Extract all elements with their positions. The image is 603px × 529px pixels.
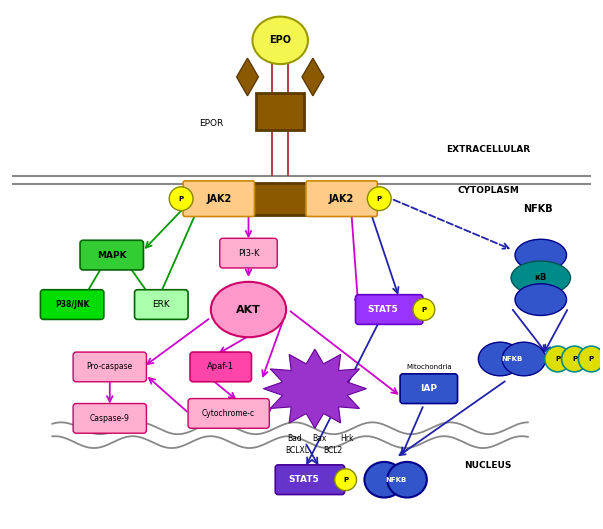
FancyBboxPatch shape bbox=[256, 93, 304, 131]
Text: BCL2: BCL2 bbox=[323, 445, 343, 454]
Text: P: P bbox=[555, 356, 560, 362]
Text: JAK2: JAK2 bbox=[206, 194, 232, 204]
Ellipse shape bbox=[578, 346, 603, 372]
FancyBboxPatch shape bbox=[73, 352, 147, 382]
Text: Pro-caspase: Pro-caspase bbox=[87, 362, 133, 371]
Text: EPOR: EPOR bbox=[199, 119, 223, 128]
Ellipse shape bbox=[387, 462, 427, 498]
Ellipse shape bbox=[515, 284, 567, 315]
Ellipse shape bbox=[169, 187, 193, 211]
Text: P: P bbox=[421, 306, 426, 313]
Text: NUCLEUS: NUCLEUS bbox=[464, 461, 512, 470]
Ellipse shape bbox=[211, 282, 286, 337]
Ellipse shape bbox=[335, 469, 356, 490]
Ellipse shape bbox=[478, 342, 522, 376]
FancyBboxPatch shape bbox=[306, 181, 377, 216]
Text: PI3-K: PI3-K bbox=[238, 249, 259, 258]
Text: EPO: EPO bbox=[269, 35, 291, 45]
FancyBboxPatch shape bbox=[188, 398, 270, 428]
FancyBboxPatch shape bbox=[400, 374, 458, 404]
Ellipse shape bbox=[545, 346, 570, 372]
Text: Cytochrome-c: Cytochrome-c bbox=[202, 409, 255, 418]
Text: P: P bbox=[178, 196, 184, 202]
Text: Caspase-9: Caspase-9 bbox=[90, 414, 130, 423]
Ellipse shape bbox=[502, 342, 546, 376]
FancyBboxPatch shape bbox=[190, 352, 251, 382]
Ellipse shape bbox=[364, 462, 404, 498]
Text: P: P bbox=[377, 196, 382, 202]
Text: MAPK: MAPK bbox=[97, 251, 127, 260]
Ellipse shape bbox=[511, 261, 570, 295]
Text: NFKB: NFKB bbox=[523, 204, 552, 214]
Text: P38/JNK: P38/JNK bbox=[55, 300, 89, 309]
Polygon shape bbox=[302, 58, 324, 96]
Text: JAK2: JAK2 bbox=[329, 194, 354, 204]
Text: AKT: AKT bbox=[236, 305, 261, 315]
Ellipse shape bbox=[515, 239, 567, 271]
FancyBboxPatch shape bbox=[183, 181, 254, 216]
Ellipse shape bbox=[561, 346, 587, 372]
Text: STAT5: STAT5 bbox=[289, 475, 320, 484]
Ellipse shape bbox=[413, 299, 435, 321]
Text: Bax: Bax bbox=[312, 434, 327, 443]
FancyBboxPatch shape bbox=[80, 240, 144, 270]
Text: Hrk: Hrk bbox=[340, 434, 353, 443]
FancyBboxPatch shape bbox=[73, 404, 147, 433]
Ellipse shape bbox=[253, 16, 308, 64]
Polygon shape bbox=[236, 58, 259, 96]
FancyBboxPatch shape bbox=[275, 465, 344, 495]
FancyBboxPatch shape bbox=[134, 290, 188, 320]
FancyBboxPatch shape bbox=[219, 238, 277, 268]
Text: κB: κB bbox=[535, 273, 547, 282]
Text: STAT5: STAT5 bbox=[368, 305, 399, 314]
Text: ERK: ERK bbox=[153, 300, 170, 309]
Text: P: P bbox=[589, 356, 594, 362]
FancyBboxPatch shape bbox=[356, 295, 423, 324]
Text: Bad: Bad bbox=[288, 434, 303, 443]
Text: NFKB: NFKB bbox=[502, 356, 523, 362]
Text: NFKB: NFKB bbox=[385, 477, 406, 483]
FancyBboxPatch shape bbox=[253, 183, 307, 215]
Polygon shape bbox=[264, 349, 367, 428]
Ellipse shape bbox=[367, 187, 391, 211]
Text: P: P bbox=[343, 477, 348, 483]
Text: IAP: IAP bbox=[420, 384, 437, 393]
Text: BCLXL: BCLXL bbox=[285, 445, 309, 454]
Text: Mitochondria: Mitochondria bbox=[406, 364, 452, 370]
FancyBboxPatch shape bbox=[40, 290, 104, 320]
Text: CYTOPLASM: CYTOPLASM bbox=[457, 186, 519, 195]
Text: Apaf-1: Apaf-1 bbox=[207, 362, 234, 371]
Text: EXTRACELLULAR: EXTRACELLULAR bbox=[446, 145, 530, 154]
Text: P: P bbox=[572, 356, 577, 362]
